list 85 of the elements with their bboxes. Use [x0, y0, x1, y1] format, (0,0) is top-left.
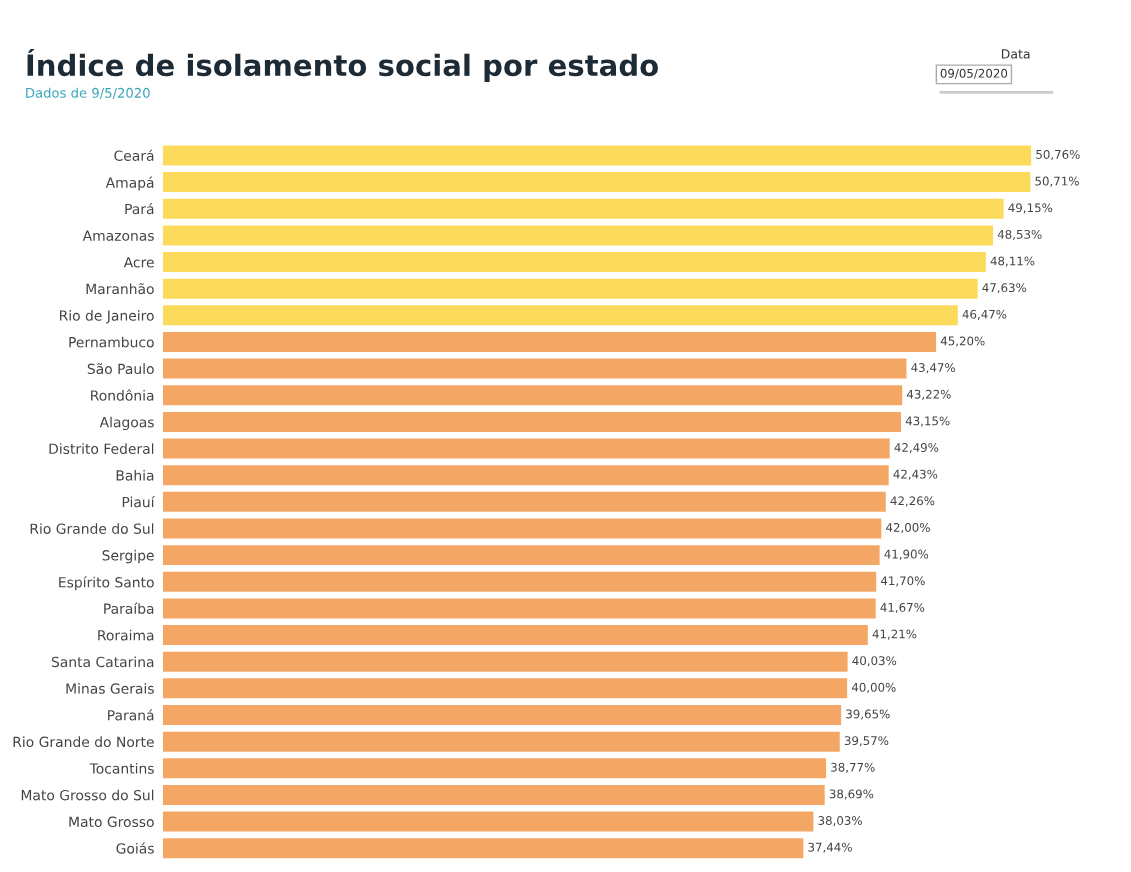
y-tick-label: Sergipe	[102, 549, 154, 564]
bar	[162, 678, 848, 699]
data-label: 37,44%	[808, 842, 852, 853]
data-label: 40,00%	[851, 682, 896, 693]
bar	[162, 625, 868, 646]
bar	[162, 731, 840, 752]
bar	[162, 358, 907, 379]
data-label: 46,47%	[962, 309, 1007, 320]
bar	[162, 705, 842, 725]
bar	[162, 438, 890, 459]
y-tick-label: Paraná	[108, 709, 154, 721]
data-label: 42,26%	[890, 496, 935, 507]
y-tick-label: Maranhão	[86, 283, 154, 295]
data-label: 43,15%	[905, 416, 950, 427]
bar	[162, 278, 978, 299]
data-label: 50,71%	[1035, 176, 1079, 187]
y-tick-label: Pará	[125, 202, 154, 215]
data-label: 42,00%	[886, 522, 930, 534]
y-tick-label: Goiás	[116, 842, 154, 854]
bar	[162, 838, 804, 859]
bar	[162, 811, 814, 832]
y-tick-label: Tocantins	[89, 763, 154, 774]
data-label: 48,53%	[997, 229, 1042, 241]
data-label: 47,63%	[982, 283, 1027, 294]
bar	[162, 385, 903, 406]
y-tick-label: Mato Grosso	[69, 816, 154, 828]
text: Data	[1001, 49, 1030, 59]
data-label: 41,21%	[872, 629, 917, 640]
data-label: 41,67%	[880, 602, 925, 614]
data-label: 48,11%	[990, 256, 1035, 267]
bar	[162, 225, 994, 246]
data-label: 41,70%	[880, 576, 925, 587]
bar	[162, 198, 1004, 219]
y-tick-label: Minas Gerais	[66, 683, 154, 694]
chart-subtitle: Dados de 9/5/2020	[26, 87, 150, 99]
data-label: 42,49%	[894, 443, 939, 454]
bar	[162, 784, 825, 805]
y-tick-label: Espírito Santo	[59, 576, 154, 591]
bar	[162, 518, 882, 539]
bar	[162, 758, 827, 779]
y-tick-label: Santa Catarina	[51, 656, 154, 668]
y-tick-label: Mato Grosso do Sul	[21, 789, 154, 801]
bar	[162, 465, 889, 486]
y-tick-label: Pernambuco	[69, 336, 154, 348]
data-label: 38,77%	[831, 762, 875, 773]
y-tick-label: Rio de Janeiro	[59, 310, 154, 324]
data-label: 43,47%	[911, 363, 955, 374]
y-tick-label: Amazonas	[82, 230, 154, 241]
bar	[162, 571, 877, 592]
bar	[162, 305, 958, 326]
bar	[162, 145, 1032, 166]
bar	[162, 491, 886, 512]
bar	[162, 545, 880, 566]
data-label: 49,15%	[1008, 203, 1053, 214]
y-tick-label: Bahia	[116, 469, 154, 481]
y-tick-label: Amapá	[105, 176, 154, 191]
y-tick-label: Acre	[123, 257, 154, 268]
data-label: 39,65%	[846, 709, 890, 720]
data-label: 43,22%	[906, 389, 951, 400]
chart-title: Índice de isolamento social por estado	[27, 48, 658, 82]
text: 09/05/2020	[940, 68, 1008, 79]
y-tick-label: Rio Grande do Norte	[13, 736, 154, 748]
data-label: 42,43%	[893, 469, 938, 480]
y-tick-label: Alagoas	[99, 416, 154, 431]
data-label: 50,76%	[1036, 149, 1080, 161]
bar	[162, 598, 876, 619]
bar	[162, 331, 937, 352]
data-label: 38,03%	[818, 816, 862, 827]
bar	[162, 252, 986, 273]
bar	[162, 651, 848, 672]
data-label: 45,20%	[940, 336, 985, 347]
data-label: 38,69%	[829, 789, 874, 800]
y-tick-label: Ceará	[114, 149, 154, 161]
y-tick-label: Distrito Federal	[49, 443, 154, 455]
y-tick-label: Rio Grande do Sul	[30, 523, 154, 534]
y-tick-label: Rondônia	[91, 389, 154, 401]
y-tick-label: Roraima	[98, 629, 154, 641]
y-tick-label: Piauí	[122, 496, 155, 508]
y-tick-label: São Paulo	[87, 363, 154, 375]
data-label: 39,57%	[844, 736, 889, 747]
bar	[162, 172, 1031, 193]
y-tick-label: Paraíba	[104, 602, 154, 614]
data-label: 40,03%	[852, 656, 897, 667]
data-label: 41,90%	[884, 549, 929, 560]
bar	[162, 411, 901, 432]
